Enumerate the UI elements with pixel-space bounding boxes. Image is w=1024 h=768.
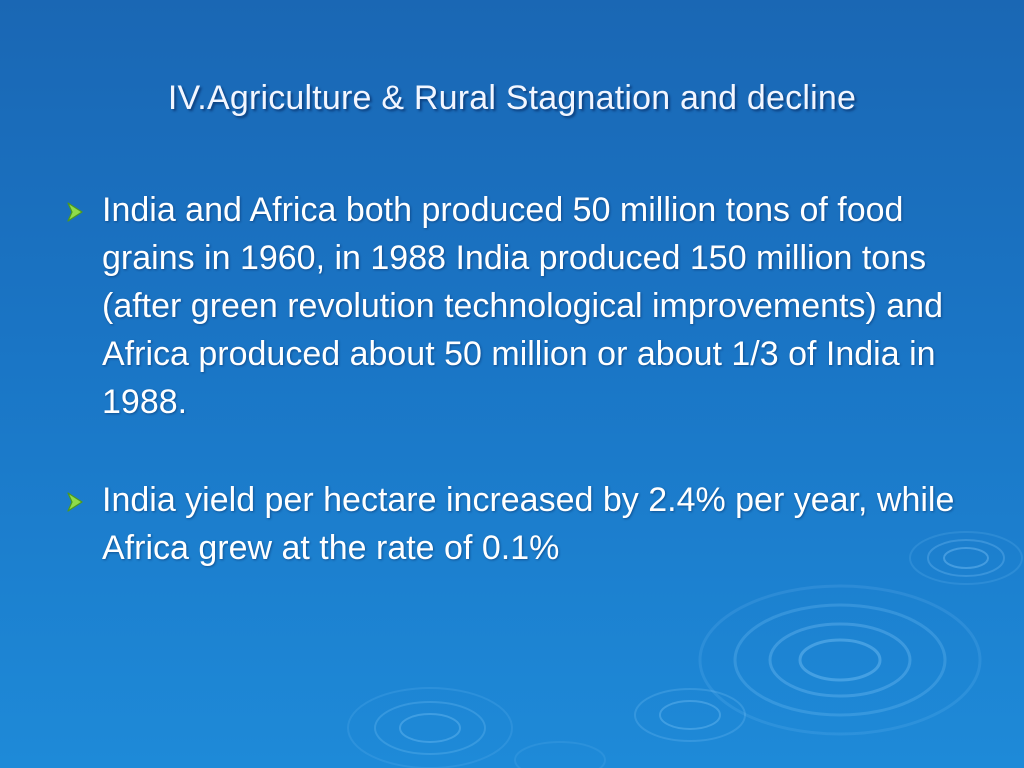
bullet-list: India and Africa both produced 50 millio… [58, 186, 968, 572]
slide-title: IV.Agriculture & Rural Stagnation and de… [167, 79, 857, 117]
bullet-text: India yield per hectare increased by 2.4… [102, 481, 955, 567]
arrowhead-bullet-icon [67, 202, 83, 222]
arrowhead-bullet-icon [67, 492, 83, 512]
bullet-item: India yield per hectare increased by 2.4… [58, 476, 968, 572]
bullet-item: India and Africa both produced 50 millio… [58, 186, 968, 426]
bullet-text: India and Africa both produced 50 millio… [102, 191, 944, 421]
